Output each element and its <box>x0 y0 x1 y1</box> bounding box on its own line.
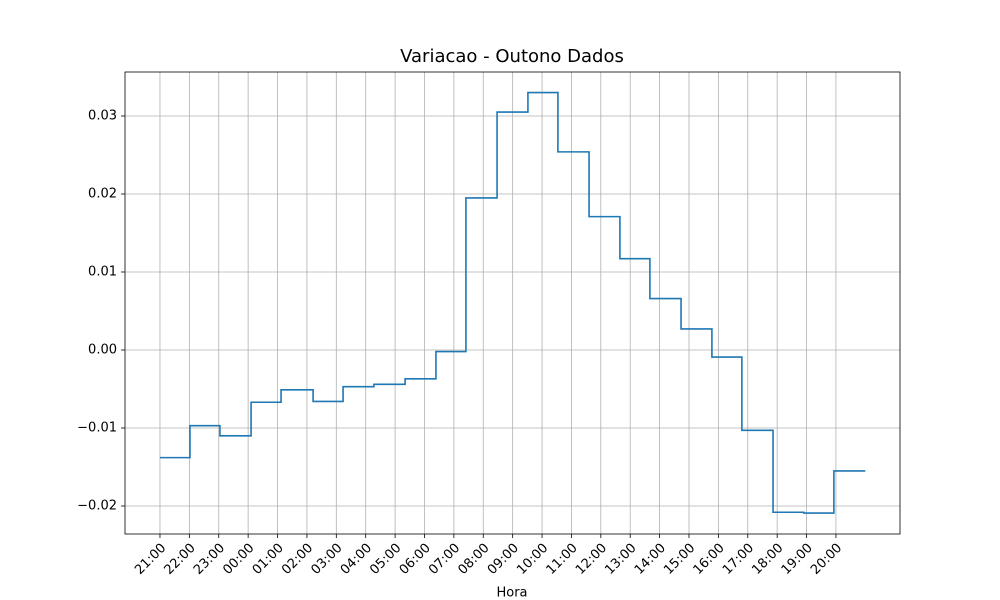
x-tick-label: 05:00 <box>367 541 404 578</box>
x-tick-label: 22:00 <box>162 541 199 578</box>
x-tick-label: 19:00 <box>779 541 816 578</box>
x-tick-label: 15:00 <box>661 541 698 578</box>
x-tick-label: 13:00 <box>602 541 639 578</box>
plot-frame <box>124 71 901 535</box>
x-tick-label: 00:00 <box>220 541 257 578</box>
x-tick-label: 10:00 <box>514 541 551 578</box>
x-tick-label: 21:00 <box>132 541 169 578</box>
x-tick-label: 16:00 <box>691 541 728 578</box>
x-tick-label: 17:00 <box>720 541 757 578</box>
x-tick-label: 03:00 <box>309 541 346 578</box>
y-tick-label: 0.00 <box>88 342 117 357</box>
x-tick-label: 04:00 <box>338 541 375 578</box>
y-tick-label: 0.01 <box>88 264 117 279</box>
x-tick-label: 18:00 <box>749 541 786 578</box>
y-tick-label: −0.01 <box>77 420 117 435</box>
x-tick-label: 08:00 <box>455 541 492 578</box>
y-tick-label: 0.02 <box>88 186 117 201</box>
x-tick-label: 02:00 <box>279 541 316 578</box>
y-tick-label: 0.03 <box>88 108 117 123</box>
x-tick-label: 23:00 <box>191 541 228 578</box>
x-tick-label: 06:00 <box>397 541 434 578</box>
x-tick-label: 07:00 <box>426 541 463 578</box>
step-line <box>159 91 866 514</box>
x-tick-label: 20:00 <box>808 541 845 578</box>
x-tick-label: 09:00 <box>485 541 522 578</box>
x-tick-label: 14:00 <box>632 541 669 578</box>
x-tick-label: 12:00 <box>573 541 610 578</box>
chart-title: Variacao - Outono Dados <box>400 46 624 67</box>
x-axis-label: Hora <box>496 586 527 600</box>
y-tick-label: −0.02 <box>77 498 117 513</box>
x-tick-label: 11:00 <box>544 541 581 578</box>
x-tick-label: 01:00 <box>250 541 287 578</box>
